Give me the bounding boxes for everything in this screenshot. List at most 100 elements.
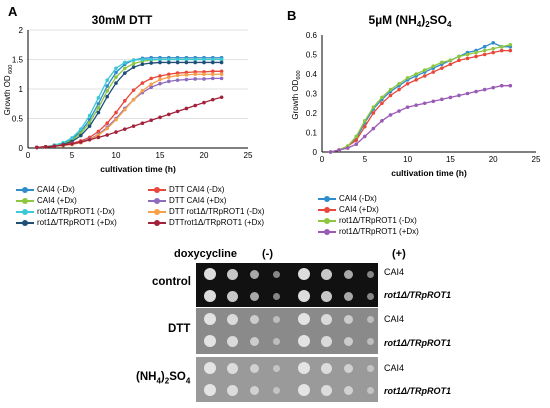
chart-a-point-4-12 bbox=[140, 81, 145, 85]
chart-a-point-3-12 bbox=[140, 62, 145, 67]
chart-a-point-2-11 bbox=[131, 58, 136, 62]
chart-a-point-5-17 bbox=[184, 77, 189, 82]
chart-a-point-6-17 bbox=[184, 73, 189, 77]
plate-control-minus-spot-0-3 bbox=[272, 270, 280, 278]
chart-a-point-4-10 bbox=[123, 99, 127, 103]
chart-a-series-line-6 bbox=[36, 73, 222, 149]
plate-nh4-minus-spot-0-0 bbox=[204, 362, 216, 374]
chart-b-point-3-18 bbox=[482, 87, 487, 92]
row-label-dtt: DTT bbox=[168, 323, 191, 335]
plate-nh4-plus-spot-0-2 bbox=[343, 363, 353, 373]
chart-b-point-3-5 bbox=[371, 126, 376, 131]
chart-a-point-1-7 bbox=[96, 106, 101, 110]
legend-b-swatch-1 bbox=[318, 206, 336, 214]
chart-b-point-2-3 bbox=[354, 134, 359, 139]
legend-a-left-label-2: rot1Δ/TRpROT1 (-Dx) bbox=[37, 207, 115, 216]
plate-dtt-minus-spot-1-3 bbox=[272, 337, 280, 345]
chart-b-point-1-5 bbox=[371, 111, 376, 115]
chart-a-point-3-16 bbox=[175, 60, 180, 65]
plate-nh4-minus-spot-1-2 bbox=[249, 385, 259, 395]
plate-nh4-minus-spot-0-2 bbox=[249, 363, 259, 373]
plate-control-minus-spot-1-3 bbox=[272, 292, 280, 300]
chart-b-point-3-3 bbox=[354, 142, 359, 146]
chart-b-series-line-0 bbox=[330, 42, 511, 153]
chart-b-point-2-18 bbox=[482, 48, 487, 53]
chart-a-point-2-17 bbox=[184, 57, 189, 62]
plate-dtt-minus-spot-0-3 bbox=[272, 315, 280, 323]
plate-control-minus bbox=[196, 263, 290, 307]
legend-a-left-item-2: rot1Δ/TRpROT1 (-Dx) bbox=[16, 206, 117, 217]
chart-b-ylabel: Growth OD600 bbox=[291, 70, 302, 119]
plate-control-plus-spot-0-0 bbox=[298, 268, 310, 280]
legend-a-left: CAI4 (-Dx) CAI4 (+Dx) rot1Δ/TRpROT1 (-Dx) r… bbox=[16, 184, 117, 228]
chart-a-ytick-2: 1 bbox=[19, 85, 24, 94]
legend-a-right-label-1: DTT CAI4 (+Dx) bbox=[169, 196, 227, 205]
chart-b-point-3-20 bbox=[499, 83, 504, 88]
plate-dtt-plus-spot-1-2 bbox=[343, 336, 353, 346]
chart-b-point-2-19 bbox=[491, 46, 496, 51]
plate-dtt-minus-spot-0-0 bbox=[204, 313, 216, 325]
chart-b-xtick-5: 25 bbox=[532, 155, 541, 164]
chart-a-ylabel: Growth OD 600 bbox=[3, 65, 14, 116]
legend-a-left-swatch-1 bbox=[16, 197, 34, 205]
chart-b: 5µM (NH4)2SO4 0 5 10 15 20 25 0 0.1 0.2 0.3 0.4 0.5… bbox=[291, 13, 541, 178]
chart-a-ytick-3: 1.5 bbox=[12, 56, 24, 65]
chart-a-point-3-10 bbox=[123, 71, 127, 75]
plate-nh4-plus-spot-1-0 bbox=[298, 384, 310, 396]
chart-b-ytick-1: 0.1 bbox=[306, 129, 318, 138]
plate-dtt-plus-spot-0-0 bbox=[298, 313, 310, 325]
chart-a-point-7-2 bbox=[52, 144, 57, 149]
chart-a-point-3-11 bbox=[131, 65, 136, 69]
chart-a-point-4-9 bbox=[114, 110, 118, 115]
doxycycline-label: doxycycline bbox=[174, 248, 237, 260]
chart-a-point-7-1 bbox=[43, 145, 48, 149]
chart-a-point-3-9 bbox=[114, 81, 118, 85]
chart-a-point-7-10 bbox=[123, 127, 127, 131]
chart-b-point-3-7 bbox=[388, 113, 393, 117]
plate-nh4-plus-spot-1-1 bbox=[320, 384, 332, 396]
plate-control-plus-spot-0-1 bbox=[320, 268, 332, 280]
plate-control-plus-spot-1-3 bbox=[366, 292, 374, 300]
chart-a-series-7 bbox=[35, 95, 224, 150]
chart-b-point-0-19 bbox=[491, 41, 496, 45]
chart-a-point-7-14 bbox=[158, 115, 162, 120]
chart-a-series-line-2 bbox=[36, 58, 222, 149]
chart-a-point-5-20 bbox=[211, 76, 215, 81]
plate-control-plus-spot-0-2 bbox=[343, 269, 353, 279]
chart-a-point-3-15 bbox=[167, 60, 171, 65]
chart-a-point-4-11 bbox=[131, 88, 136, 92]
chart-a-point-6-20 bbox=[211, 72, 215, 77]
chart-a-xtick-3: 15 bbox=[156, 151, 165, 160]
plate-control-minus-spot-0-2 bbox=[249, 269, 259, 279]
chart-a-ytick-0: 0 bbox=[19, 144, 24, 153]
chart-b-ytick-4: 0.4 bbox=[306, 70, 318, 79]
chart-a-xtick-5: 25 bbox=[244, 151, 253, 160]
chart-a-point-3-18 bbox=[193, 60, 197, 65]
chart-a-xtick-1: 5 bbox=[70, 151, 75, 160]
chart-b-point-1-16 bbox=[465, 56, 470, 61]
chart-a-point-6-14 bbox=[158, 77, 162, 82]
chart-b-xtick-3: 15 bbox=[446, 155, 455, 164]
chart-b-point-2-12 bbox=[431, 64, 436, 68]
legend-b-swatch-3 bbox=[318, 228, 336, 236]
chart-a-point-4-8 bbox=[105, 121, 109, 126]
chart-a-point-7-3 bbox=[61, 143, 65, 147]
legend-b-label-1: CAI4 (+Dx) bbox=[339, 205, 379, 214]
chart-a-point-5-18 bbox=[193, 77, 197, 81]
chart-a-point-3-7 bbox=[96, 110, 101, 115]
plate-nh4-minus-spot-0-3 bbox=[272, 364, 280, 372]
chart-a-point-7-13 bbox=[149, 118, 153, 123]
plate-nh4-minus-spot-1-0 bbox=[204, 384, 216, 396]
chart-b-point-1-20 bbox=[499, 48, 504, 53]
chart-a-ytick-4: 2 bbox=[19, 26, 24, 35]
chart-b-point-3-1 bbox=[337, 148, 341, 152]
chart-a-point-2-8 bbox=[105, 78, 109, 82]
chart-b-point-2-7 bbox=[388, 87, 393, 92]
chart-b-point-2-4 bbox=[363, 119, 367, 123]
plate-dtt-plus-spot-0-2 bbox=[343, 314, 353, 324]
plate-dtt-minus-spot-0-1 bbox=[226, 313, 238, 325]
plate-nh4-plus-spot-1-3 bbox=[366, 386, 374, 394]
chart-b-point-2-13 bbox=[440, 60, 444, 65]
chart-b-xtick-1: 5 bbox=[363, 155, 368, 164]
chart-b-ytick-6: 0.6 bbox=[306, 31, 318, 40]
